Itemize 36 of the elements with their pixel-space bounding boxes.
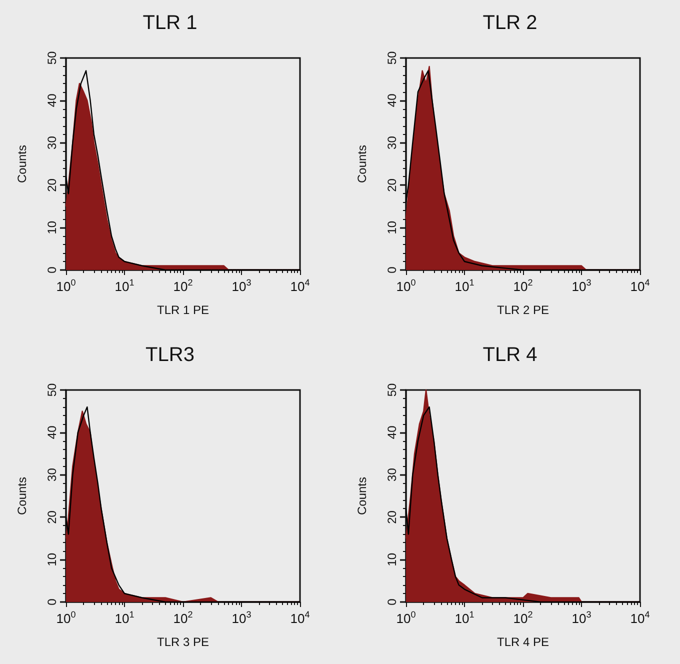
y-axis-title: Counts <box>15 144 29 184</box>
y-tick-label: 50 <box>45 383 59 397</box>
y-tick-label: 10 <box>385 220 399 234</box>
y-tick-label: 40 <box>45 93 59 108</box>
y-axis-title: Counts <box>15 476 29 516</box>
y-tick-label: 0 <box>45 598 59 606</box>
y-tick-label: 30 <box>45 468 59 482</box>
x-axis-title: TLR 2 PE <box>496 303 550 317</box>
y-tick-label: 10 <box>45 552 59 566</box>
chart-title: TLR 4 <box>482 344 538 366</box>
y-tick-label: 40 <box>45 425 59 440</box>
y-tick-label: 30 <box>45 136 59 150</box>
y-tick-label: 40 <box>385 93 399 108</box>
y-tick-label: 50 <box>385 383 399 397</box>
chart-title: TLR3 <box>146 344 194 366</box>
y-tick-label: 30 <box>385 468 399 482</box>
y-tick-label: 40 <box>385 425 399 440</box>
y-tick-label: 50 <box>385 51 399 65</box>
y-tick-label: 20 <box>385 178 399 192</box>
x-axis-title: TLR 4 PE <box>496 635 550 649</box>
x-axis-title: TLR 1 PE <box>156 303 210 317</box>
y-tick-label: 10 <box>45 220 59 234</box>
y-tick-label: 0 <box>385 266 399 274</box>
y-tick-label: 10 <box>385 552 399 566</box>
y-tick-label: 20 <box>45 178 59 192</box>
y-tick-label: 0 <box>385 598 399 606</box>
y-axis-title: Counts <box>355 476 369 516</box>
chart-title: TLR 1 <box>142 12 198 34</box>
y-tick-label: 50 <box>45 51 59 65</box>
y-tick-label: 0 <box>45 266 59 274</box>
x-axis-title: TLR 3 PE <box>156 635 210 649</box>
y-tick-label: 20 <box>385 510 399 524</box>
chart-title: TLR 2 <box>482 12 538 34</box>
y-axis-title: Counts <box>355 144 369 184</box>
y-tick-label: 30 <box>385 136 399 150</box>
y-tick-label: 20 <box>45 510 59 524</box>
